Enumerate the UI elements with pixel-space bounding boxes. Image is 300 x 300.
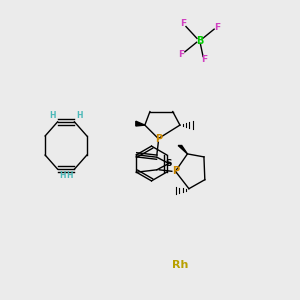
Text: B: B — [196, 35, 203, 46]
Text: F: F — [180, 20, 186, 28]
Text: H: H — [60, 171, 66, 180]
Polygon shape — [136, 121, 145, 126]
Text: F: F — [178, 50, 184, 58]
Text: H: H — [49, 111, 56, 120]
Text: H: H — [66, 171, 72, 180]
Text: P: P — [172, 166, 179, 176]
Text: F: F — [214, 22, 220, 32]
Text: S: S — [166, 159, 172, 168]
Text: H: H — [76, 111, 83, 120]
Polygon shape — [178, 146, 188, 154]
Text: P: P — [155, 134, 162, 144]
Text: F: F — [201, 56, 207, 64]
Text: Rh: Rh — [172, 260, 188, 271]
